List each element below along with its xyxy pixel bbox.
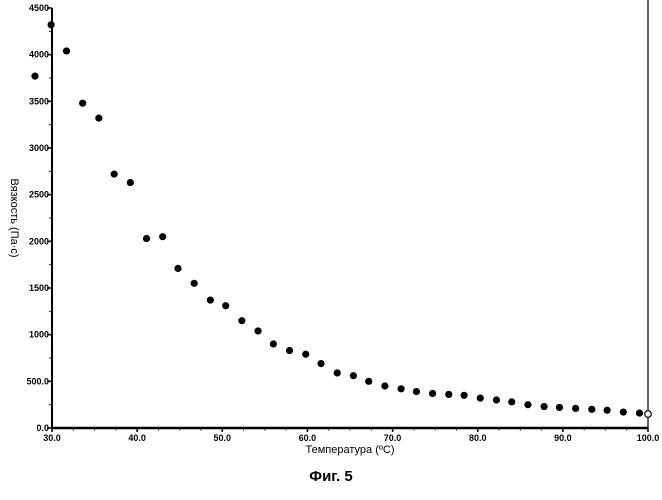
data-point bbox=[493, 397, 500, 404]
data-point bbox=[127, 179, 134, 186]
x-axis-title: Температура (ºС) bbox=[306, 444, 395, 456]
data-point bbox=[143, 235, 150, 242]
data-point bbox=[477, 395, 484, 402]
x-tick-label: 90.0 bbox=[554, 433, 572, 443]
data-point bbox=[159, 233, 166, 240]
data-point bbox=[445, 391, 452, 398]
figure-caption: Фиг. 5 bbox=[0, 468, 662, 485]
data-point bbox=[175, 265, 182, 272]
x-tick-label: 80.0 bbox=[469, 433, 487, 443]
x-axis-ticks: 30.0 40.0 50.0 60.0 70.0 80.0 90.0 100.0 bbox=[43, 428, 659, 443]
data-point bbox=[350, 372, 357, 379]
data-point bbox=[48, 22, 55, 29]
data-point bbox=[365, 378, 372, 385]
data-point bbox=[541, 403, 548, 410]
data-point bbox=[79, 100, 86, 107]
y-tick-label: 4000 bbox=[29, 50, 49, 60]
data-point bbox=[111, 171, 118, 178]
data-point bbox=[32, 73, 39, 80]
y-tick-label: 3000 bbox=[29, 143, 49, 153]
data-point bbox=[63, 48, 70, 55]
x-tick-label: 60.0 bbox=[299, 433, 317, 443]
data-point bbox=[398, 386, 405, 393]
data-point bbox=[96, 115, 103, 122]
data-point bbox=[413, 388, 420, 395]
y-axis-title: Вязкость (Па·с) bbox=[8, 178, 20, 257]
data-point bbox=[207, 297, 214, 304]
data-point bbox=[556, 404, 563, 411]
y-tick-label: 2000 bbox=[29, 236, 49, 246]
x-tick-label: 100.0 bbox=[637, 433, 660, 443]
x-tick-label: 30.0 bbox=[43, 433, 61, 443]
x-tick-label: 40.0 bbox=[128, 433, 146, 443]
data-point bbox=[589, 406, 596, 413]
data-point bbox=[508, 399, 515, 406]
data-point bbox=[604, 407, 611, 414]
y-tick-label: 2500 bbox=[29, 190, 49, 200]
data-point bbox=[334, 370, 341, 377]
y-tick-label: 4500 bbox=[29, 3, 49, 13]
data-point bbox=[636, 410, 643, 417]
axes bbox=[52, 0, 648, 428]
x-tick-label: 50.0 bbox=[214, 433, 232, 443]
data-point bbox=[286, 347, 293, 354]
y-axis-ticks: 0.0 500.0 1000 1500 2000 2500 3000 3500 4000 4500 bbox=[26, 3, 52, 433]
y-tick-label: 1500 bbox=[29, 283, 49, 293]
data-point bbox=[572, 405, 579, 412]
data-point bbox=[191, 280, 198, 287]
y-tick-label: 0.0 bbox=[36, 423, 49, 433]
data-points bbox=[32, 22, 652, 418]
data-point bbox=[302, 351, 309, 358]
data-point bbox=[382, 383, 389, 390]
data-point bbox=[222, 302, 229, 309]
data-point bbox=[620, 409, 627, 416]
data-point bbox=[429, 390, 436, 397]
data-point bbox=[645, 411, 652, 418]
data-point bbox=[239, 317, 246, 324]
data-point bbox=[461, 392, 468, 399]
x-tick-label: 70.0 bbox=[384, 433, 402, 443]
data-point bbox=[255, 328, 262, 335]
data-point bbox=[270, 341, 277, 348]
y-tick-label: 500.0 bbox=[26, 376, 49, 386]
data-point bbox=[318, 360, 325, 367]
y-tick-label: 3500 bbox=[29, 96, 49, 106]
y-tick-label: 1000 bbox=[29, 330, 49, 340]
data-point bbox=[525, 401, 532, 408]
